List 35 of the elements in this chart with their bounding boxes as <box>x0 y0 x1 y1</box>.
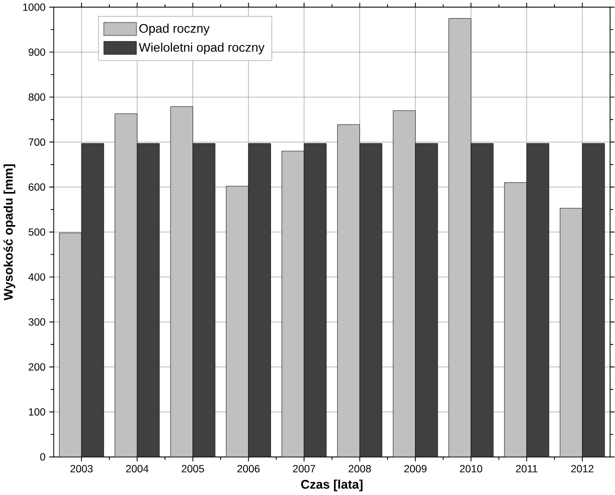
y-tick-label: 300 <box>28 318 46 326</box>
x-axis-title: Czas [lata] <box>301 480 362 492</box>
y-tick-label: 200 <box>28 363 46 371</box>
x-tick-label: 2009 <box>404 465 426 473</box>
y-tick-label: 800 <box>28 94 46 101</box>
y-tick-label: 900 <box>28 48 46 56</box>
y-tick-label: 100 <box>28 408 46 416</box>
bar <box>582 143 605 458</box>
bar <box>136 143 160 458</box>
bar <box>248 143 271 458</box>
y-tick-label: 500 <box>28 228 46 236</box>
y-tick-label: 0 <box>40 453 46 461</box>
bar <box>470 143 494 458</box>
x-tick-label: 2003 <box>70 465 93 473</box>
x-tick-label: 2006 <box>237 465 260 473</box>
y-axis-title: Wysokość opadu [mm] <box>3 164 16 300</box>
x-tick-label: 2011 <box>516 465 538 473</box>
y-tick-label: 600 <box>28 184 46 191</box>
bar <box>81 143 104 458</box>
bar <box>192 143 216 458</box>
x-tick-label: 2007 <box>293 465 316 473</box>
bar <box>526 143 550 458</box>
bar <box>360 143 382 458</box>
legend-label: Wieloletni opad roczny <box>138 42 264 54</box>
x-tick-label: 2008 <box>348 465 371 473</box>
x-tick-label: 2012 <box>571 465 594 473</box>
x-tick-label: 2010 <box>460 465 482 473</box>
bar <box>304 143 327 458</box>
x-tick-label: 2004 <box>126 465 148 473</box>
y-tick-label: 700 <box>28 138 46 146</box>
x-tick-label: 2005 <box>182 465 204 473</box>
legend-label: Opad roczny <box>139 24 210 36</box>
bar <box>415 143 438 458</box>
y-tick-label: 1000 <box>23 4 46 11</box>
y-tick-label: 400 <box>28 273 46 281</box>
